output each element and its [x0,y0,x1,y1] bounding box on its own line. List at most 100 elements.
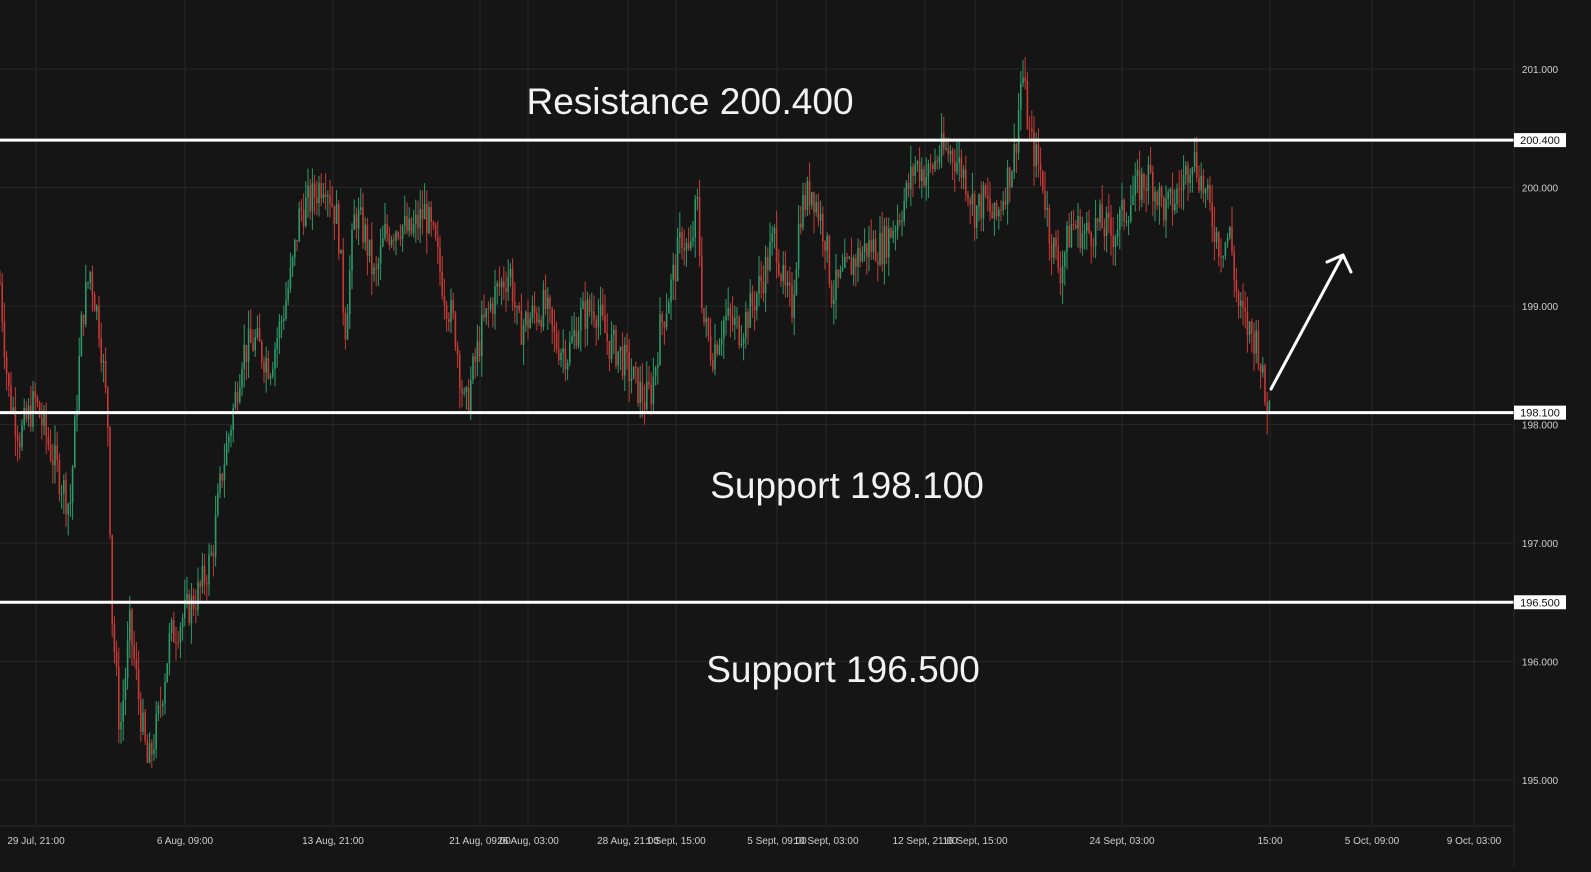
candle [751,285,754,318]
level-price-label: 200.400 [1520,135,1560,147]
candle [415,199,417,243]
candle [835,253,837,320]
candle [459,350,461,409]
candle [1,273,3,333]
candle [566,359,569,380]
candle [170,617,173,642]
candle [49,429,52,463]
candle [219,466,221,499]
candle [789,266,791,307]
candle [877,252,879,282]
candle [124,667,127,716]
candle [976,205,978,240]
candle [907,173,910,198]
candle [665,293,668,331]
candle [709,317,712,366]
candle [463,387,465,397]
candle [839,265,842,280]
candle [549,294,551,324]
candle [496,280,498,305]
candle [274,342,276,387]
candle [412,210,415,238]
candle [71,464,74,520]
candle [476,324,479,377]
price-tick-label: 200.000 [1522,184,1559,195]
candle [1189,168,1191,194]
candle [771,225,773,256]
candle [828,234,831,289]
candle [397,230,399,241]
candle [357,197,360,245]
candle [142,698,144,736]
candle [1083,223,1086,250]
candle [63,474,65,514]
candle [351,223,353,290]
candle [1121,182,1123,227]
candle [1103,218,1106,251]
price-axis[interactable]: 201.000 200.000 199.000 198.000 197.000 196.0… [1522,65,1559,787]
candle [1226,233,1229,248]
candle [118,647,120,744]
candle [421,190,424,235]
candle [690,224,692,252]
candle [718,338,721,356]
candle [448,312,450,332]
candle [221,472,223,489]
candle [734,306,736,340]
candle [577,316,580,349]
candle [661,310,663,336]
candle [283,305,285,330]
candle [844,238,846,269]
candle [791,271,793,324]
candle [896,204,899,240]
candle [100,322,102,373]
candle [795,262,798,297]
candle [102,353,105,383]
candle [243,324,245,388]
candle [866,243,868,275]
candle [1257,319,1260,371]
level-lines [0,138,1514,604]
time-axis[interactable]: 29 Jul, 21:00 6 Aug, 09:00 13 Aug, 21:00 21… [7,836,1501,847]
candle [78,337,80,415]
candle [938,145,941,170]
candle [511,258,514,311]
candle [971,172,974,217]
candle [1149,146,1152,175]
candle [861,246,864,263]
candle [417,200,419,241]
candle [236,381,239,412]
candle [564,339,567,382]
candle [1136,159,1139,194]
time-tick-label: 12 Sept, 21:00 [892,836,957,847]
candle [126,621,129,690]
candle [8,372,10,397]
candle [1112,217,1114,266]
candle [144,708,146,745]
candle [687,227,690,251]
candle [954,148,956,193]
candle [742,333,745,361]
candle [1262,356,1264,378]
candle [859,240,861,268]
candle [439,235,441,286]
candle [368,239,371,263]
candle [179,622,182,659]
candle [137,650,140,715]
candle [483,294,485,322]
candle [899,212,901,227]
candle [1191,167,1194,193]
candle [410,216,413,237]
candle [716,340,718,357]
candle [1169,187,1172,206]
candle [628,339,630,403]
candle [507,259,509,301]
candle [228,432,230,453]
candle [195,589,197,624]
candle [679,212,681,254]
candle [1187,161,1189,201]
candle [929,154,932,173]
candle [580,297,582,352]
